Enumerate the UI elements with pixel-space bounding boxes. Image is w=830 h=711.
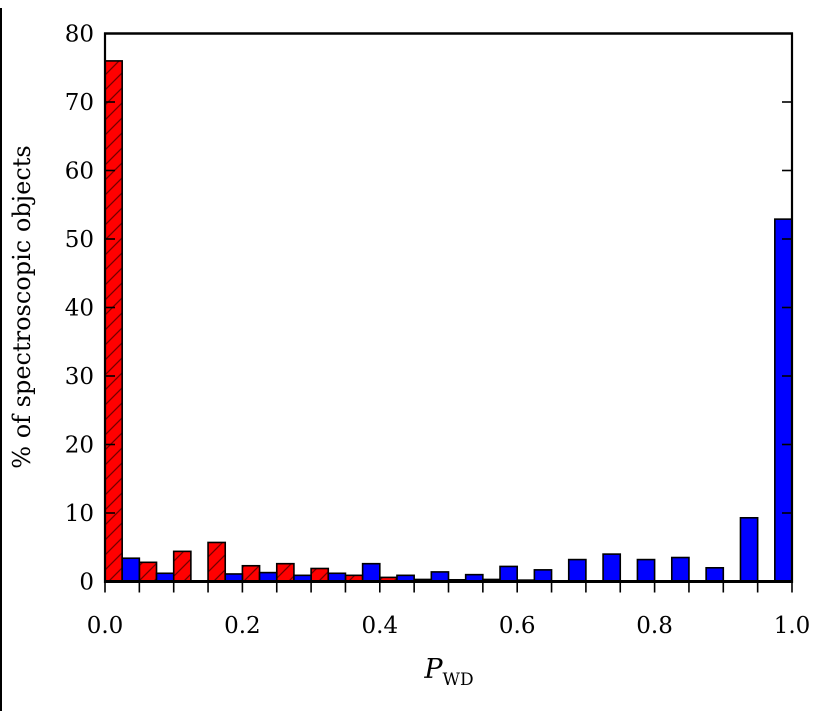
y-axis-label: % of spectroscopic objects (8, 145, 36, 468)
bar-blue (259, 572, 277, 582)
bar-blue (156, 573, 174, 582)
x-axis-label-subscript: WD (443, 670, 474, 690)
bar-blue (431, 571, 449, 582)
bar-red-hatched (276, 563, 294, 582)
y-tick-label: 70 (65, 90, 94, 116)
bar-blue (603, 554, 621, 582)
y-tick-label: 50 (65, 227, 94, 253)
y-tick-label: 10 (65, 501, 94, 527)
bar-blue (740, 517, 758, 582)
bar-blue (500, 566, 518, 582)
bar-blue (706, 567, 724, 582)
window-left-border (0, 8, 2, 711)
y-tick-label: 60 (65, 159, 94, 185)
bar-red-hatched (242, 565, 260, 582)
bar-blue (396, 575, 415, 582)
bar-blue (671, 557, 689, 582)
bar-blue (122, 558, 140, 582)
axes-group: 0.0 0.2 0.4 0.6 0.8 1.0 0 10 20 30 40 50 60 70 80 (65, 22, 811, 640)
bar-red-hatched (311, 568, 329, 582)
bar-red-hatched (345, 575, 363, 582)
bar-blue (362, 563, 380, 582)
bar-red-hatched (208, 542, 226, 582)
bar-red-hatched (173, 551, 191, 582)
bar-blue (534, 569, 552, 582)
y-tick-label: 80 (65, 22, 94, 48)
bar-blue (328, 573, 346, 582)
x-tick-label: 0.8 (636, 613, 673, 639)
bar-blue (637, 559, 655, 582)
bar-blue (568, 559, 586, 582)
x-axis-label: PWD (423, 654, 473, 690)
bar-red-hatched (379, 577, 397, 582)
x-axis-label-symbol: P (423, 654, 443, 685)
x-tick-label: 0.4 (362, 613, 399, 639)
bars-group (104, 60, 793, 583)
x-tick-label: 0.0 (87, 613, 124, 639)
bar-blue (465, 574, 483, 582)
y-tick-label: 40 (65, 296, 94, 322)
x-tick-label: 0.6 (499, 613, 536, 639)
y-tick-label: 30 (65, 364, 94, 390)
y-tick-label: 0 (79, 570, 94, 596)
x-tick-label: 0.2 (224, 613, 261, 639)
bar-red-hatched (139, 562, 157, 582)
bar-blue (293, 575, 312, 582)
bar-blue (774, 219, 792, 582)
x-tick-label: 1.0 (774, 613, 811, 639)
bar-blue (225, 573, 243, 582)
y-tick-label: 20 (65, 433, 94, 459)
bar-red-hatched (105, 60, 123, 582)
